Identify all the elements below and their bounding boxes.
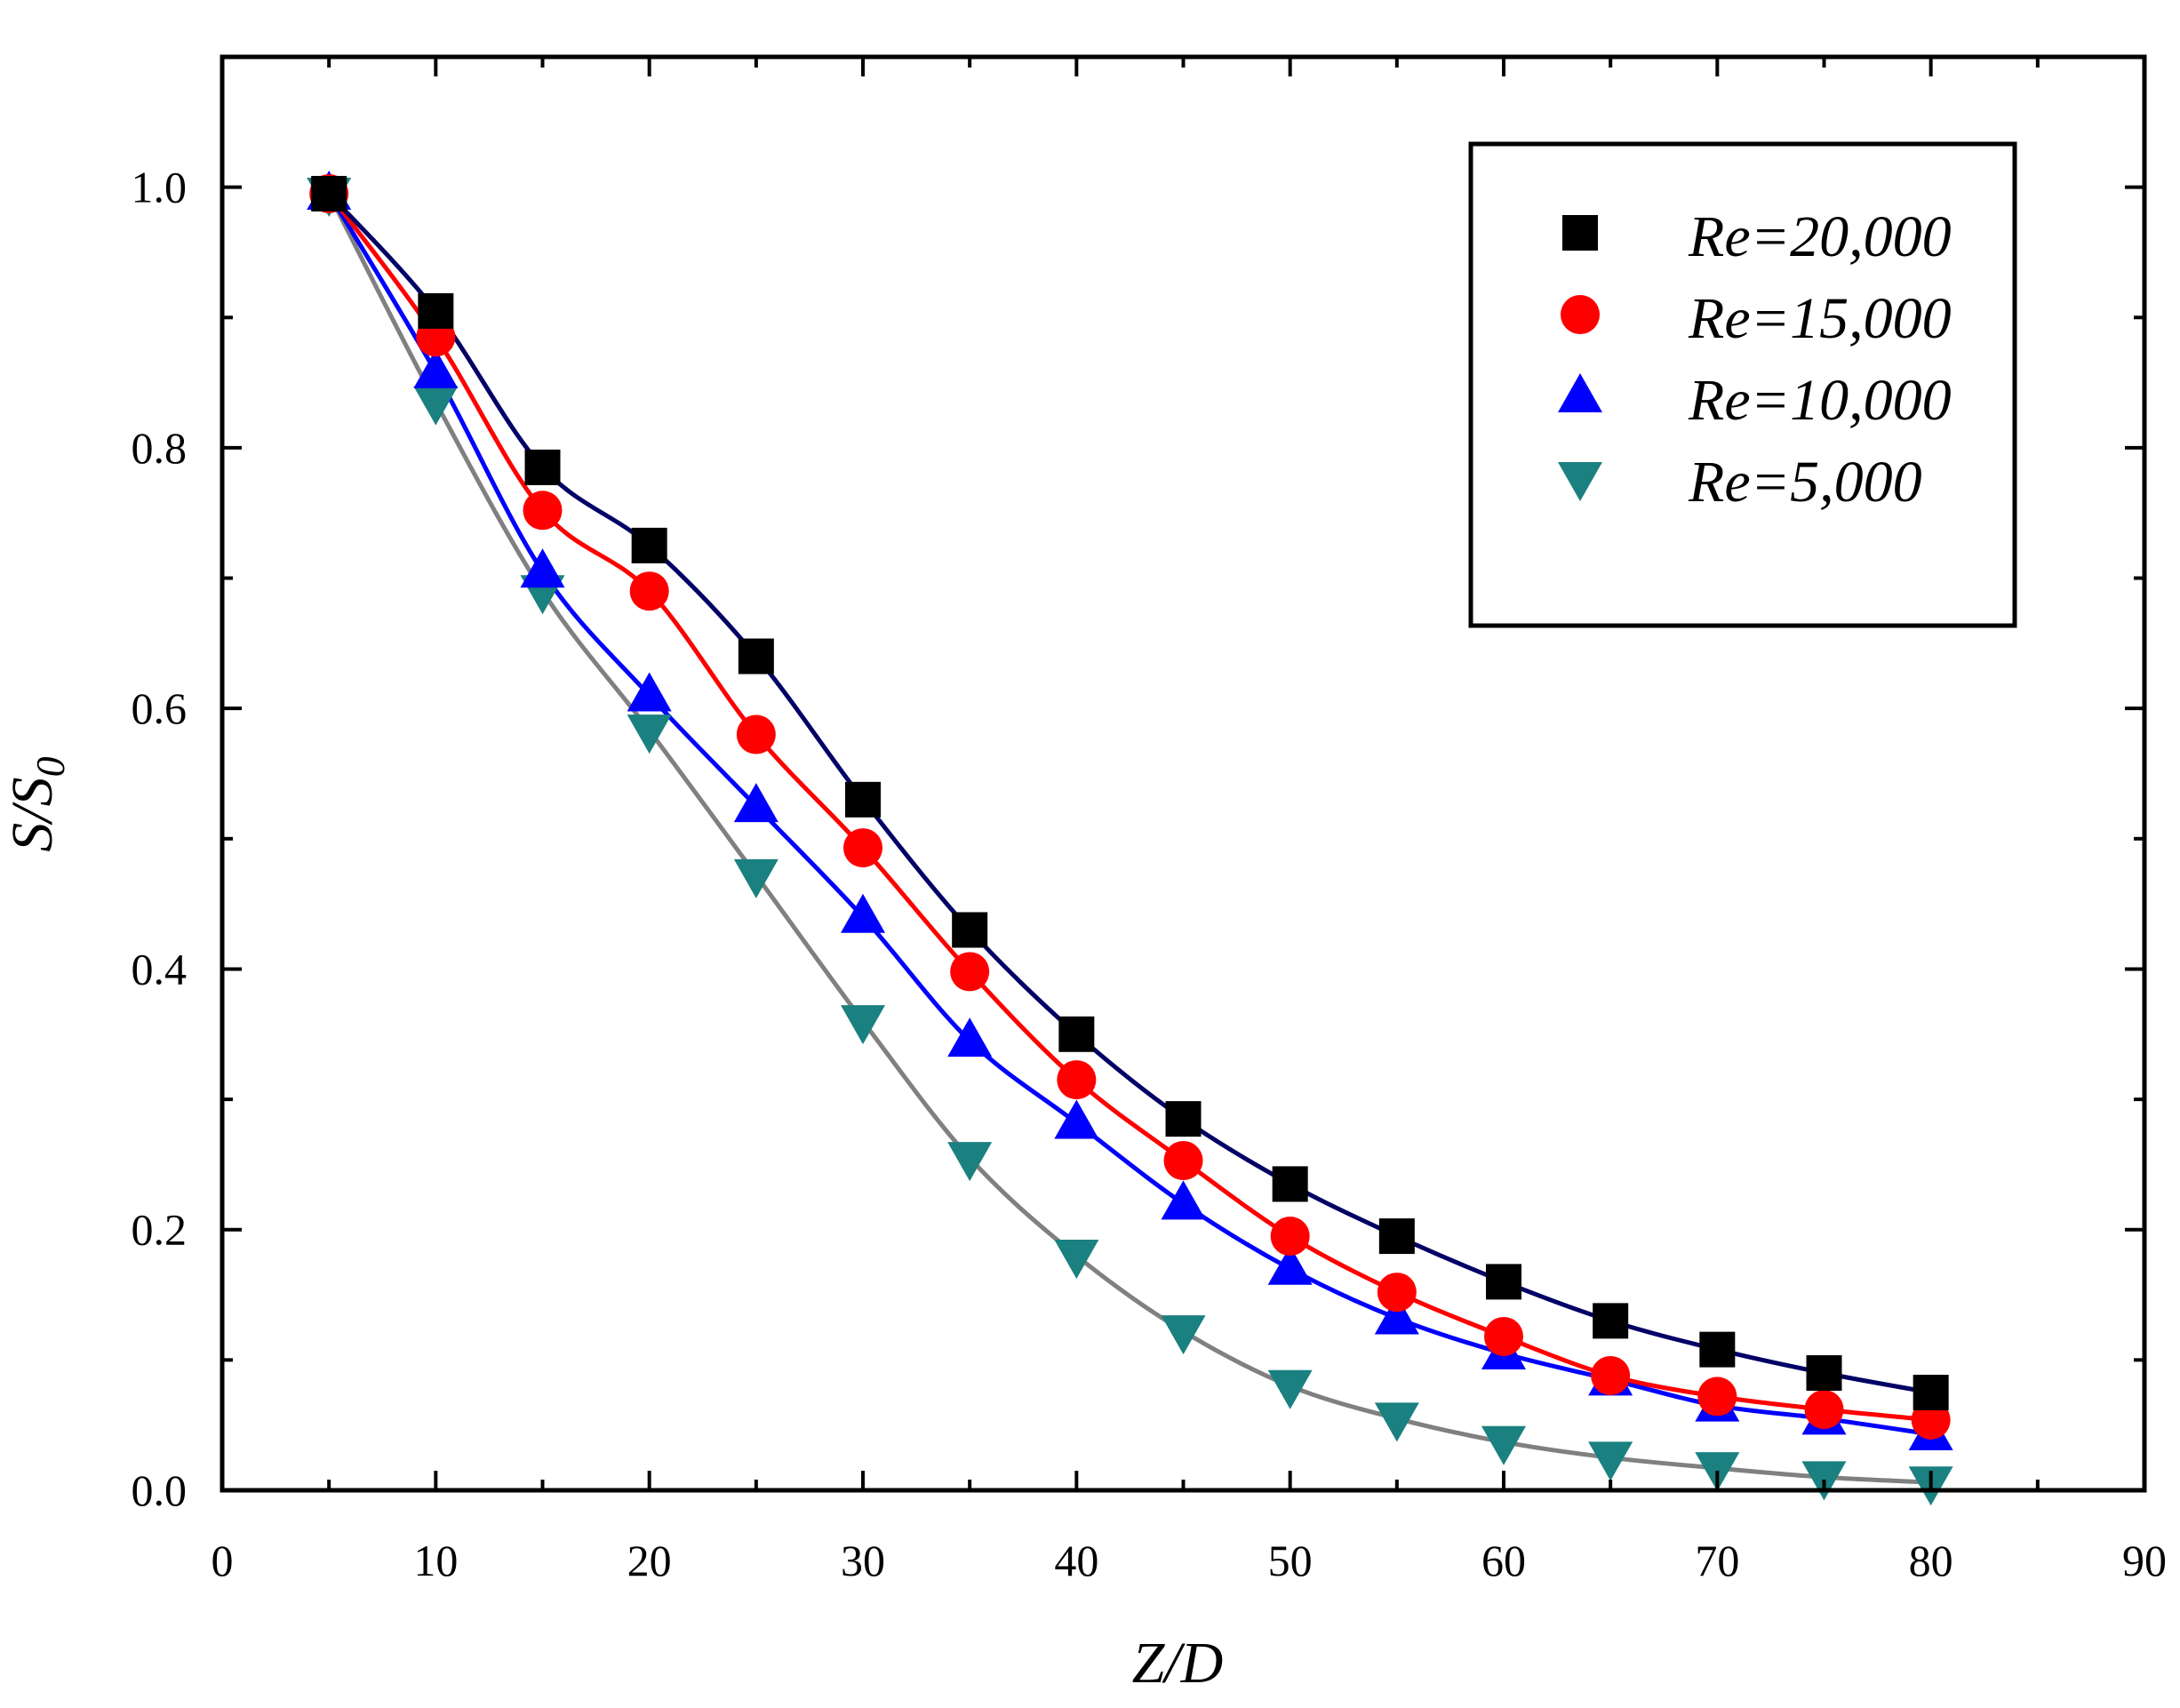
axes: 0 10 20 30 40 50 60 70 80 90 0.0 0.2 0.4 0.6 0.8 1.0 bbox=[132, 54, 2167, 1585]
series-4-point bbox=[1054, 1240, 1099, 1280]
y-tick-label: 0.0 bbox=[132, 1465, 188, 1515]
series-3-point bbox=[841, 893, 885, 933]
series-2-point bbox=[736, 714, 776, 754]
series-3-point bbox=[1374, 1295, 1419, 1335]
series-2-point bbox=[1804, 1390, 1844, 1430]
series-3-point bbox=[627, 672, 672, 712]
series-2-point bbox=[1591, 1355, 1631, 1395]
y-tick-label: 1.0 bbox=[132, 163, 188, 212]
x-tick-label: 40 bbox=[1054, 1536, 1098, 1585]
y-axis-title-subscript: 0 bbox=[28, 756, 73, 777]
legend: Re=20,000 Re=15,000 Re=10,000 Re=5,000 bbox=[1468, 141, 2017, 628]
legend-label-3: Re=10,000 bbox=[1688, 368, 1952, 433]
y-axis-title: S/S0 bbox=[0, 756, 73, 851]
series-3-point bbox=[1161, 1180, 1206, 1220]
series-3-point bbox=[947, 1018, 993, 1058]
series-2-point bbox=[1163, 1141, 1203, 1181]
legend-marker-1 bbox=[1562, 215, 1598, 251]
series-4-point bbox=[947, 1142, 993, 1182]
y-tick-label: 0.4 bbox=[132, 944, 188, 994]
series-1-point bbox=[1272, 1166, 1308, 1202]
series-1-point bbox=[1058, 1016, 1095, 1052]
x-tick-label: 70 bbox=[1695, 1536, 1739, 1585]
series-1-point bbox=[311, 175, 347, 212]
y-tick-label: 0.2 bbox=[132, 1205, 188, 1255]
series-1-point bbox=[524, 449, 561, 485]
series-2-point bbox=[843, 828, 882, 868]
series-2-point bbox=[1057, 1060, 1097, 1100]
series-4-point bbox=[627, 714, 672, 754]
series-1-point bbox=[1593, 1303, 1629, 1339]
series-1-point bbox=[1486, 1264, 1521, 1300]
x-tick-label: 60 bbox=[1481, 1536, 1526, 1585]
series-2-point bbox=[1484, 1316, 1523, 1356]
series-2-point bbox=[1377, 1273, 1417, 1313]
series-2-point bbox=[523, 491, 563, 531]
y-axis-title-main: S/S bbox=[0, 777, 65, 851]
legend-label-2: Re=15,000 bbox=[1688, 286, 1952, 351]
x-axis-title: Z/D bbox=[1132, 1631, 1224, 1696]
x-tick-label: 90 bbox=[2122, 1536, 2167, 1585]
series-2-point bbox=[629, 571, 669, 611]
series-4-point bbox=[1267, 1369, 1313, 1409]
series-4-point bbox=[1588, 1441, 1633, 1481]
legend-marker-4 bbox=[1558, 462, 1602, 501]
series-1-point bbox=[845, 781, 881, 818]
x-tick-label: 10 bbox=[413, 1536, 458, 1585]
x-tick-label: 20 bbox=[627, 1536, 672, 1585]
legend-label-4: Re=5,000 bbox=[1688, 450, 1922, 515]
x-tick-label: 50 bbox=[1268, 1536, 1313, 1585]
x-tick-label: 30 bbox=[841, 1536, 885, 1585]
series-2-point bbox=[950, 952, 990, 992]
series-1-point bbox=[1165, 1101, 1202, 1137]
series-1-point bbox=[418, 292, 454, 329]
legend-marker-2 bbox=[1561, 295, 1600, 334]
series-3-point bbox=[413, 348, 459, 388]
series-1-point bbox=[1699, 1331, 1736, 1368]
y-tick-label: 0.8 bbox=[132, 423, 188, 473]
x-tick-label: 80 bbox=[1909, 1536, 1953, 1585]
series-3-point bbox=[1054, 1099, 1099, 1139]
x-tick-label: 0 bbox=[212, 1536, 234, 1585]
series-1-point bbox=[1806, 1355, 1842, 1392]
series-3-point bbox=[520, 548, 565, 588]
series-1-point bbox=[952, 912, 988, 948]
series-1-point bbox=[1912, 1375, 1949, 1411]
series-2-point bbox=[1270, 1217, 1310, 1257]
legend-label-1: Re=20,000 bbox=[1688, 204, 1952, 269]
legend-marker-3 bbox=[1558, 373, 1602, 412]
series-1-point bbox=[1378, 1218, 1415, 1255]
series-4-point bbox=[1161, 1315, 1206, 1355]
series-4-point bbox=[733, 858, 779, 898]
data-markers bbox=[307, 170, 1953, 1506]
series-2-point bbox=[1697, 1377, 1737, 1417]
series-4-point bbox=[841, 1005, 885, 1045]
series-4-point bbox=[1374, 1402, 1419, 1442]
series-4-point bbox=[413, 386, 459, 426]
series-1-point bbox=[631, 527, 667, 563]
legend-box bbox=[1468, 141, 2017, 628]
series-3-point bbox=[733, 783, 779, 823]
y-tick-label: 0.6 bbox=[132, 683, 188, 733]
series-3-point bbox=[1267, 1245, 1313, 1285]
series-4-point bbox=[1481, 1425, 1526, 1465]
series-1-point bbox=[738, 638, 774, 674]
